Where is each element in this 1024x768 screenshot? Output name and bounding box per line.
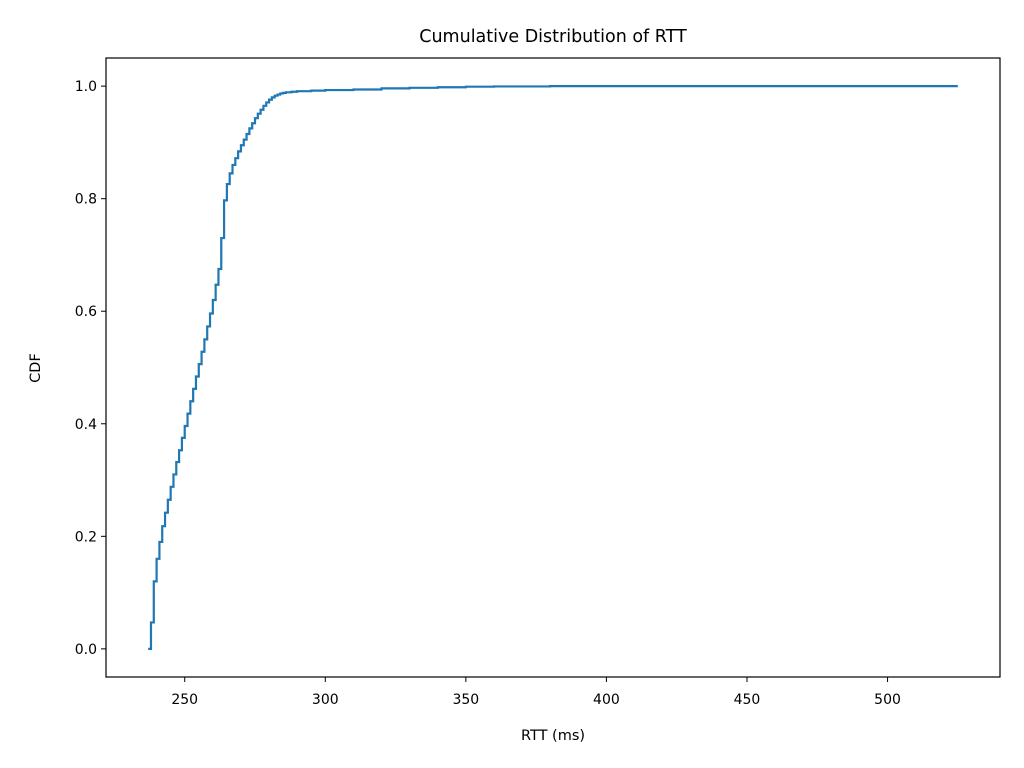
y-tick-label: 0.8 <box>75 192 97 208</box>
cdf-line <box>148 85 958 650</box>
x-tick-label: 400 <box>593 692 620 708</box>
y-tick-label: 0.2 <box>75 529 97 545</box>
y-tick-label: 0.0 <box>75 642 97 658</box>
y-axis-label: CDF <box>28 353 44 383</box>
x-tick-label: 450 <box>734 692 761 708</box>
y-tick-label: 0.6 <box>75 304 97 320</box>
y-tick-label: 0.4 <box>75 417 97 433</box>
y-tick-label: 1.0 <box>75 79 97 95</box>
y-axis: 0.0 0.2 0.4 0.6 0.8 1.0 <box>75 79 106 658</box>
chart-title: Cumulative Distribution of RTT <box>419 27 687 47</box>
x-axis: 250 300 350 400 450 500 <box>171 677 901 708</box>
x-tick-label: 350 <box>452 692 479 708</box>
plot-area <box>148 85 958 650</box>
x-tick-label: 250 <box>171 692 198 708</box>
x-tick-label: 300 <box>312 692 339 708</box>
axes-frame <box>105 57 1001 678</box>
x-axis-label: RTT (ms) <box>521 728 585 744</box>
x-tick-label: 500 <box>874 692 901 708</box>
